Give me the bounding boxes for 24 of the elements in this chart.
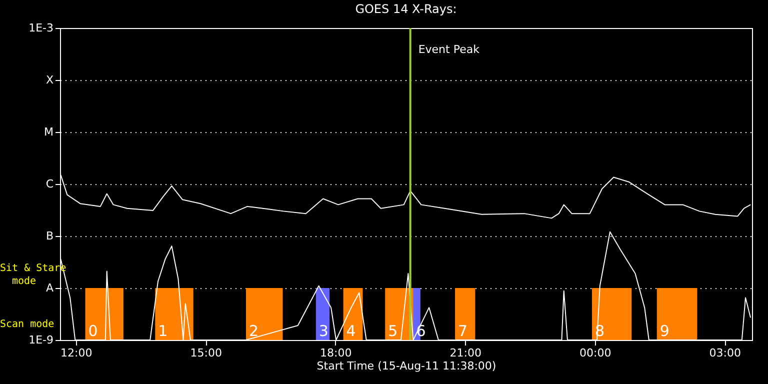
x-tick-label: 00:00 <box>580 346 612 360</box>
ref-line-label: Event Peak <box>418 43 480 56</box>
y-tick-label: 1E-3 <box>28 22 54 34</box>
band-label: 4 <box>346 322 356 340</box>
x-axis-title: Start Time (15-Aug-11 11:38:00) <box>316 360 496 372</box>
band-label: 3 <box>318 322 328 340</box>
y-tick-label: X <box>46 74 54 86</box>
x-tick-label: 03:00 <box>709 346 741 360</box>
band-label: 9 <box>660 322 670 340</box>
band-label: 1 <box>158 322 168 340</box>
y-tick-label: 1E-9 <box>28 334 54 346</box>
chart-title: GOES 14 X-Rays: <box>355 2 457 16</box>
x-tick-label: 21:00 <box>450 346 482 360</box>
band-label: 5 <box>388 322 398 340</box>
band-label: 7 <box>458 322 468 340</box>
x-tick-label: 18:00 <box>320 346 352 360</box>
x-tick-label: 12:00 <box>60 346 92 360</box>
band-label: 2 <box>248 322 259 340</box>
y-tick-label: M <box>44 126 54 138</box>
x-tick-label: 15:00 <box>190 346 222 360</box>
text: Scan mode <box>0 318 54 331</box>
y-tick-label: C <box>46 178 54 190</box>
band-label: 0 <box>88 322 98 340</box>
y-tick-label: B <box>46 230 54 242</box>
